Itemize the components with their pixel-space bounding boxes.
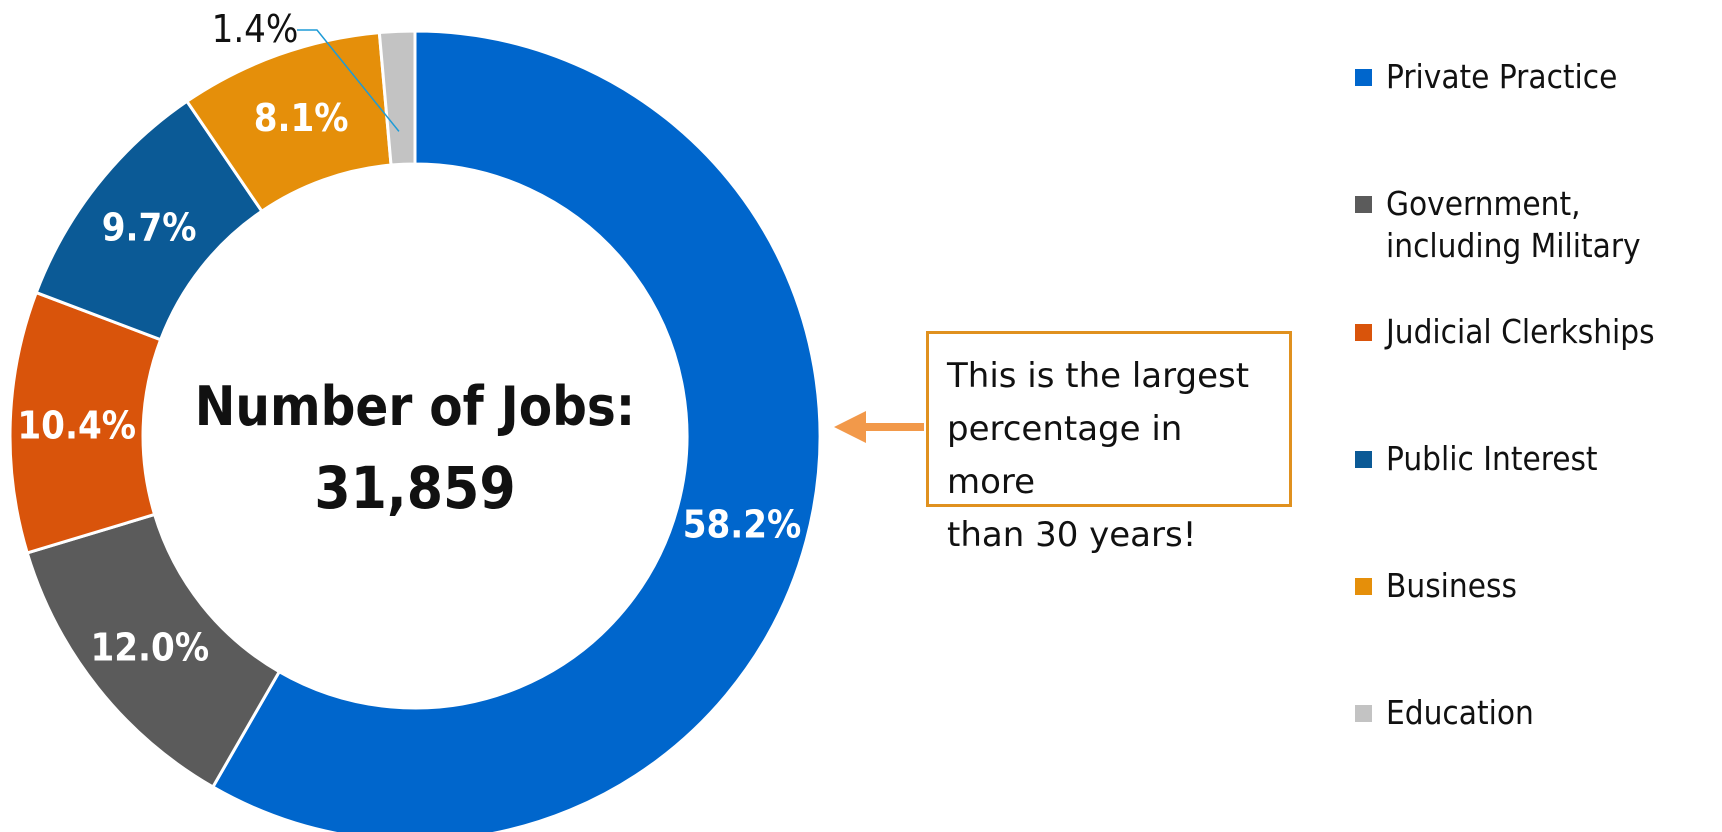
legend-item: Government, including Military xyxy=(1355,183,1706,267)
legend-label: Public Interest xyxy=(1386,439,1598,478)
annotation-callout: This is the largest percentage in more t… xyxy=(926,331,1292,555)
slice-value-label: 58.2% xyxy=(683,502,802,546)
legend-swatch xyxy=(1355,324,1372,341)
legend-swatch xyxy=(1355,705,1372,722)
slice-value-label: 9.7% xyxy=(102,205,197,249)
annotation-text: This is the largest percentage in more t… xyxy=(947,356,1250,555)
legend-swatch xyxy=(1355,69,1372,86)
donut-slice-private-practice xyxy=(210,29,822,832)
legend-item: Judicial Clerkships xyxy=(1355,311,1706,353)
slice-value-label: 1.4% xyxy=(212,7,299,51)
legend: Private Practice Government, including M… xyxy=(1355,0,1715,832)
center-label: Number of Jobs: xyxy=(195,375,635,438)
legend-label: Education xyxy=(1386,693,1534,732)
annotation-arrow xyxy=(834,411,924,443)
leader-line xyxy=(297,29,400,132)
slice-value-label: 10.4% xyxy=(17,403,136,447)
legend-label: Business xyxy=(1386,566,1517,605)
legend-item: Education xyxy=(1355,692,1706,734)
legend-swatch xyxy=(1355,196,1372,213)
donut-slices xyxy=(8,29,822,832)
legend-item: Business xyxy=(1355,565,1706,607)
donut-slice-education xyxy=(377,29,417,167)
legend-label: Government, including Military xyxy=(1386,184,1641,265)
legend-swatch xyxy=(1355,451,1372,468)
slice-value-label: 8.1% xyxy=(254,96,349,140)
legend-label: Judicial Clerkships xyxy=(1386,312,1655,351)
legend-swatch xyxy=(1355,578,1372,595)
legend-label: Private Practice xyxy=(1386,57,1618,96)
legend-item: Private Practice xyxy=(1355,56,1706,98)
legend-item: Public Interest xyxy=(1355,438,1706,480)
center-value: 31,859 xyxy=(314,454,515,522)
slice-value-label: 12.0% xyxy=(90,625,209,669)
slice-labels: 58.2% 12.0% 10.4% 9.7% 8.1% 1.4% xyxy=(17,7,801,669)
